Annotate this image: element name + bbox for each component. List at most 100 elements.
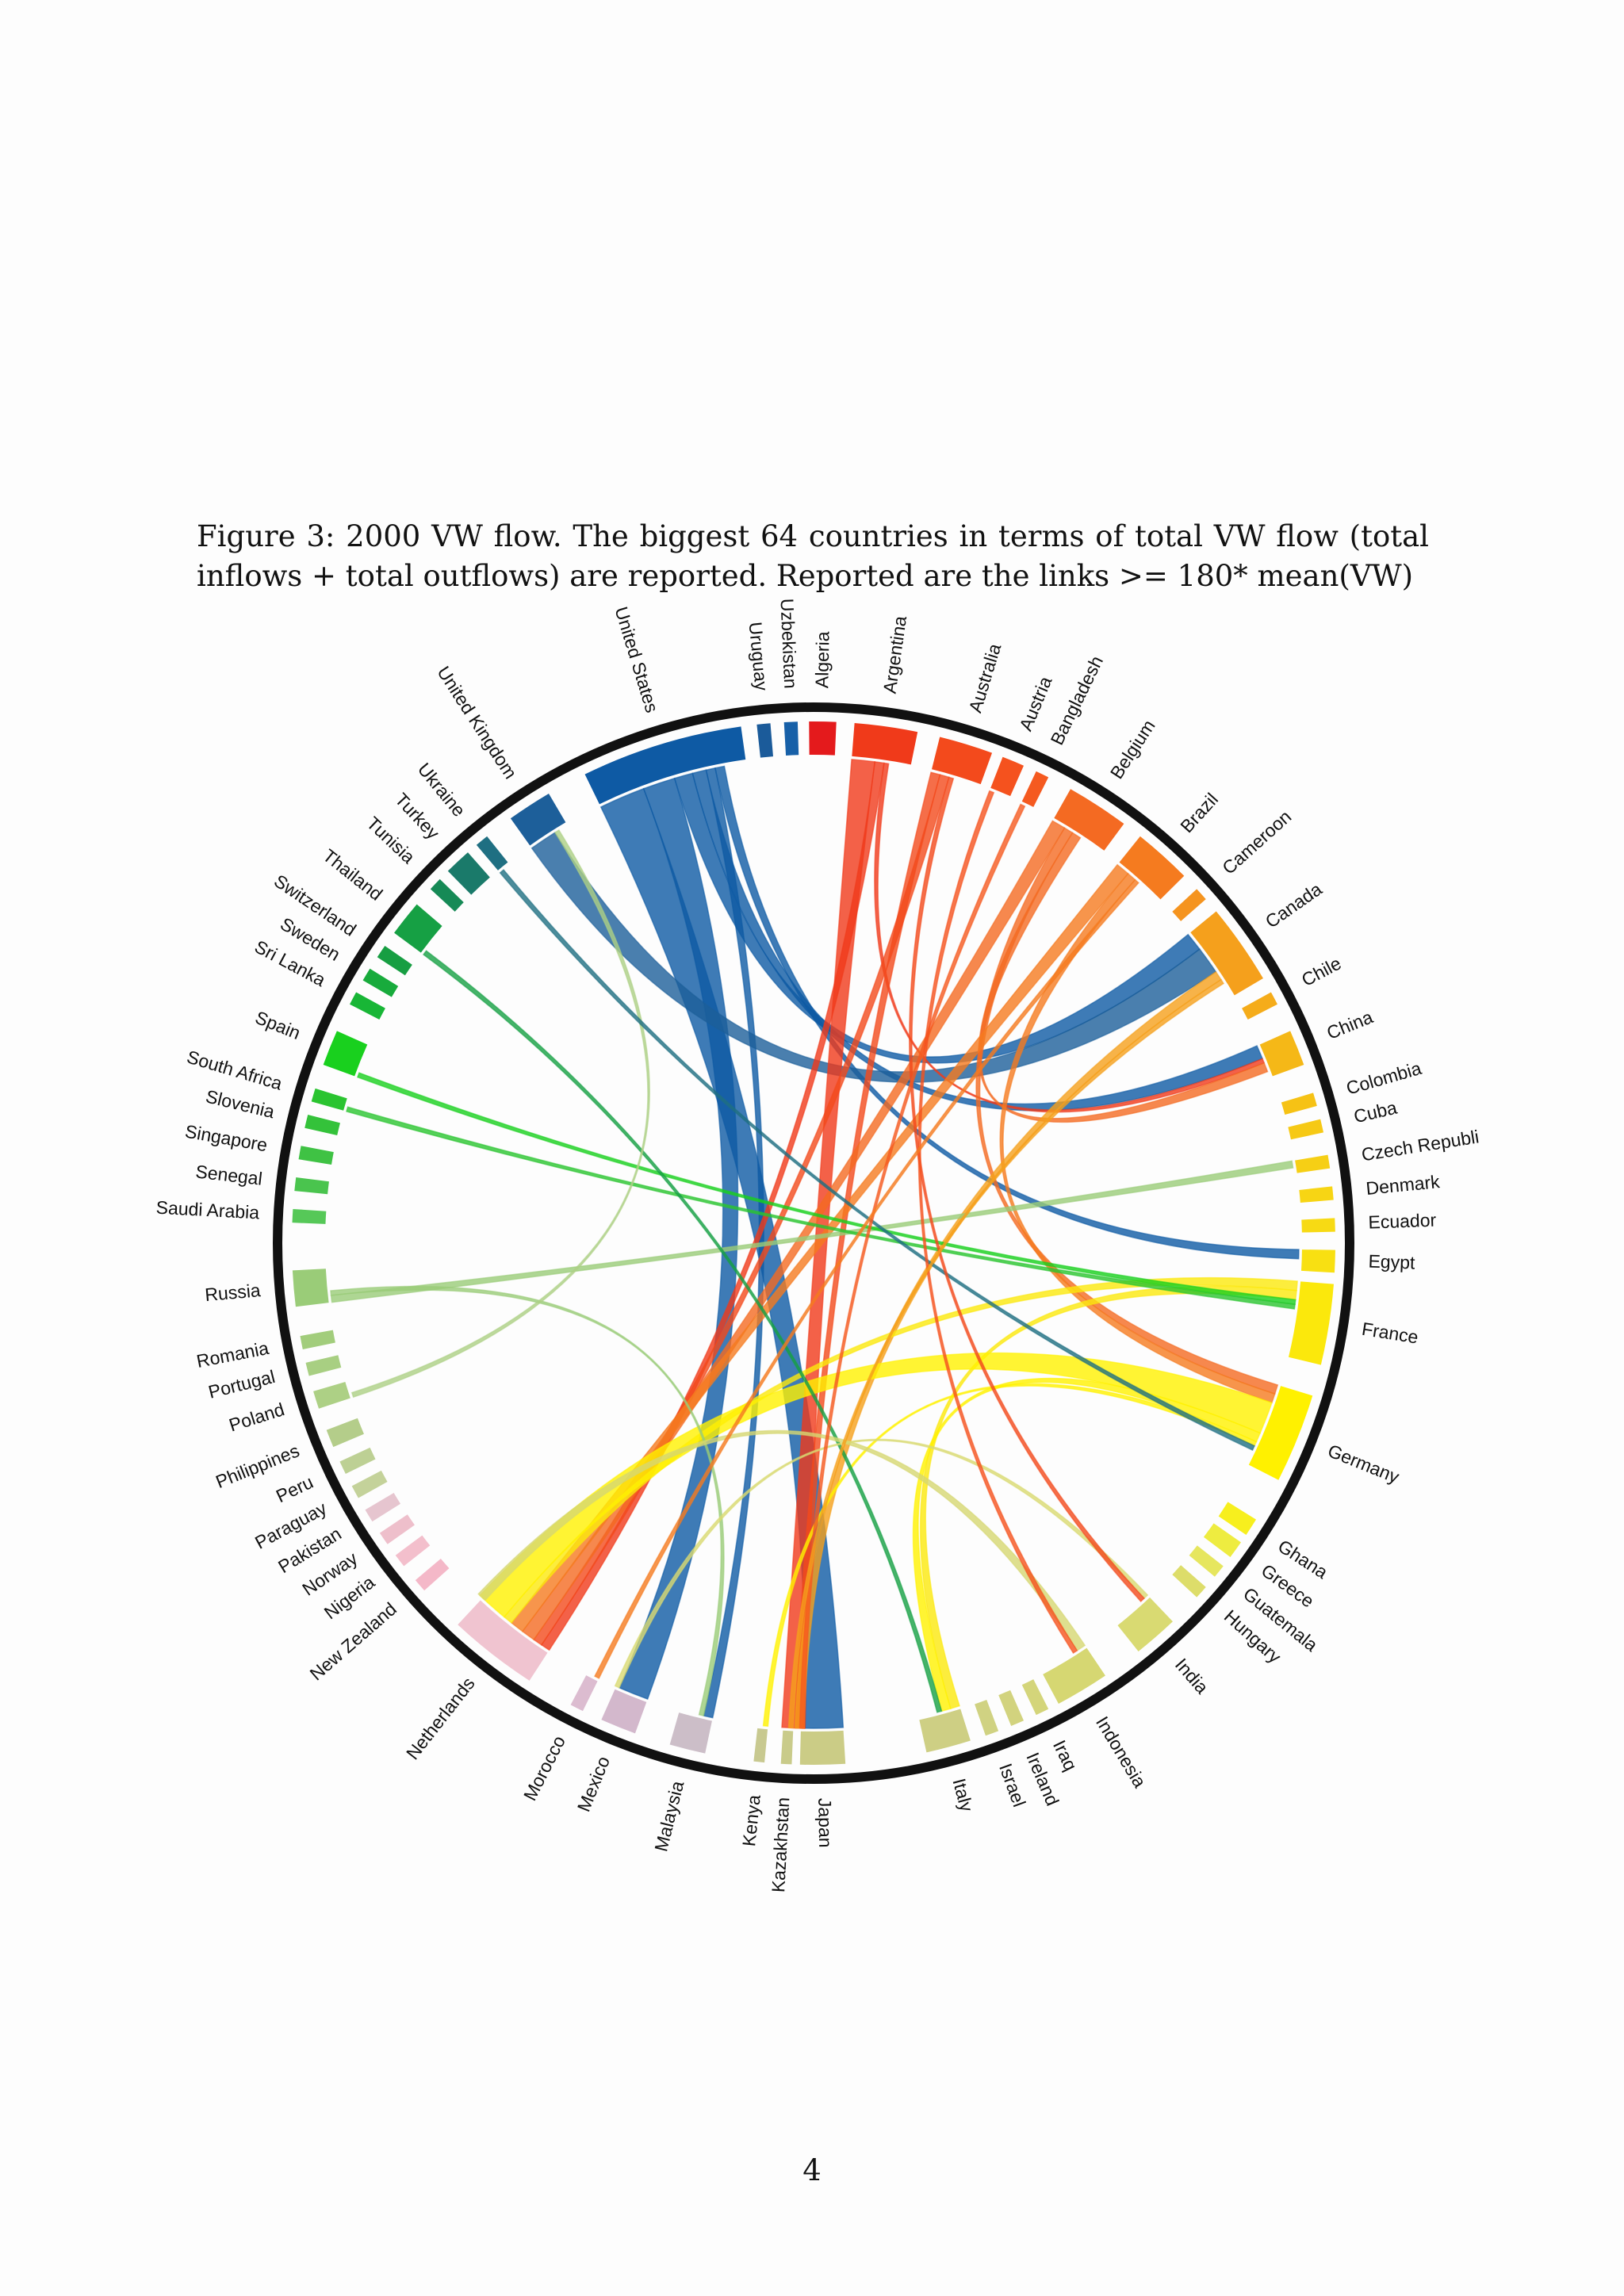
label-brazil: Brazil: [1176, 789, 1222, 836]
label-new-zealand: New Zealand: [306, 1598, 400, 1685]
arc-philippines: [326, 1418, 364, 1448]
arc-netherlands: [458, 1600, 548, 1681]
link-australia-to-netherlands: [533, 774, 950, 1646]
label-italy: Italy: [948, 1776, 977, 1814]
label-kenya: Kenya: [738, 1793, 764, 1847]
arc-brazil: [1119, 836, 1185, 900]
label-denmark: Denmark: [1365, 1171, 1441, 1199]
label-indonesia: Indonesia: [1092, 1712, 1151, 1791]
label-united-states: United States: [611, 604, 662, 715]
arc-norway: [379, 1514, 415, 1544]
arc-china: [1259, 1031, 1304, 1077]
label-mexico: Mexico: [573, 1753, 614, 1814]
arc-ireland: [998, 1689, 1025, 1727]
arc-slovenia: [304, 1115, 340, 1136]
label-slovenia: Slovenia: [204, 1085, 277, 1122]
label-netherlands: Netherlands: [402, 1673, 479, 1763]
arc-ghana: [1218, 1502, 1257, 1535]
arc-malaysia: [669, 1712, 712, 1754]
label-saudi-arabia: Saudi Arabia: [155, 1197, 260, 1223]
link-germany-to-netherlands: [479, 1352, 1273, 1618]
link-argentina-to-netherlands: [540, 761, 885, 1651]
link-ukraine-to-germany: [499, 869, 1256, 1452]
arc-uzbekistan: [783, 721, 799, 756]
label-romania: Romania: [195, 1337, 271, 1372]
arc-colombia: [1281, 1093, 1317, 1115]
arc-bangladesh: [1021, 771, 1049, 807]
arc-romania: [300, 1330, 335, 1349]
arc-chile: [1242, 992, 1277, 1020]
arc-ukraine: [476, 836, 508, 871]
label-uzbekistan: Uzbekistan: [776, 598, 801, 689]
arc-australia: [932, 737, 993, 785]
arc-austria: [990, 756, 1025, 797]
arc-italy: [919, 1709, 971, 1753]
label-bangladesh: Bangladesh: [1046, 652, 1107, 748]
link-austria-to-indonesia: [917, 790, 1078, 1655]
arc-mexico: [601, 1689, 647, 1734]
link-brazil-to-morocco: [594, 878, 1139, 1679]
link-germany-to-italy: [912, 1377, 1262, 1712]
label-iraq: Iraq: [1049, 1737, 1082, 1774]
arc-united-states: [584, 726, 746, 805]
arc-new-zealand: [415, 1559, 450, 1591]
link-indonesia-to-netherlands: [477, 1429, 1086, 1651]
label-portugal: Portugal: [206, 1366, 277, 1402]
arc-united-kingdom: [510, 794, 566, 846]
arc-algeria: [809, 721, 837, 756]
arc-hungary: [1172, 1565, 1206, 1598]
arc-argentina: [852, 723, 918, 765]
label-russia: Russia: [204, 1280, 262, 1305]
arc-egypt: [1301, 1249, 1335, 1273]
label-algeria: Algeria: [811, 631, 833, 688]
country-arcs: [292, 721, 1335, 1765]
arc-paraguay: [351, 1470, 388, 1498]
arc-canada: [1190, 911, 1263, 996]
links-group: [330, 759, 1300, 1729]
label-czech-republi: Czech Republi: [1360, 1126, 1480, 1165]
outer-ring: [273, 702, 1354, 1784]
link-france-to-netherlands: [503, 1276, 1298, 1624]
label-france: France: [1361, 1318, 1420, 1348]
label-kazakhstan: Kazakhstan: [768, 1797, 793, 1892]
label-colombia: Colombia: [1344, 1058, 1424, 1099]
arc-south-africa: [311, 1088, 347, 1111]
arc-senegal: [294, 1177, 329, 1195]
arc-czech-republi: [1295, 1154, 1331, 1173]
arc-uruguay: [756, 723, 773, 758]
label-egypt: Egypt: [1368, 1251, 1415, 1273]
label-germany: Germany: [1325, 1440, 1403, 1487]
arc-cuba: [1288, 1119, 1324, 1140]
label-united-kingdom: United Kingdom: [433, 663, 521, 783]
label-austria: Austria: [1015, 673, 1055, 733]
link-thailand-to-italy: [422, 950, 943, 1713]
label-japan: Japan: [814, 1798, 836, 1848]
link-bangladesh-to-japan: [799, 803, 1026, 1729]
link-south-africa-to-france: [346, 1106, 1296, 1310]
label-morocco: Morocco: [519, 1732, 569, 1804]
page-number: 4: [802, 2153, 822, 2187]
arc-indonesia: [1043, 1647, 1105, 1704]
label-peru: Peru: [273, 1471, 316, 1506]
label-cuba: Cuba: [1352, 1097, 1400, 1127]
label-malaysia: Malaysia: [650, 1778, 688, 1854]
arc-guatemala: [1189, 1545, 1224, 1577]
arc-saudi-arabia: [292, 1208, 327, 1224]
label-australia: Australia: [964, 641, 1005, 714]
arc-iraq: [1021, 1679, 1049, 1716]
arc-israel: [975, 1700, 999, 1736]
arc-belgium: [1054, 789, 1124, 851]
label-china: China: [1323, 1006, 1376, 1043]
label-canada: Canada: [1262, 878, 1326, 932]
arc-nigeria: [395, 1535, 431, 1567]
link-brazil-to-netherlands: [510, 863, 1129, 1632]
arc-morocco: [570, 1675, 598, 1712]
arc-sweden: [362, 968, 399, 997]
link-france-to-italy: [919, 1285, 1297, 1710]
label-israel: Israel: [995, 1761, 1030, 1810]
arc-thailand: [394, 904, 442, 953]
link-belgium-to-netherlands: [521, 820, 1066, 1641]
link-united-kingdom-to-canada: [530, 832, 1217, 1083]
arc-cameroon: [1172, 889, 1206, 921]
